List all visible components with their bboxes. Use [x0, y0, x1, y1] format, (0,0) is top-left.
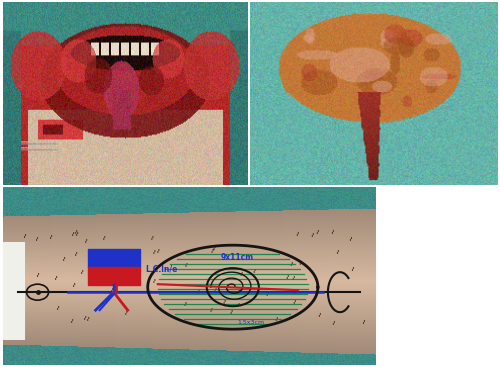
Text: 1.5x3cm: 1.5x3cm — [238, 320, 265, 325]
Bar — [88, 249, 140, 267]
Text: 9x11cm: 9x11cm — [221, 252, 254, 262]
Bar — [88, 267, 140, 285]
Text: L.C.ln/e: L.C.ln/e — [146, 265, 178, 274]
